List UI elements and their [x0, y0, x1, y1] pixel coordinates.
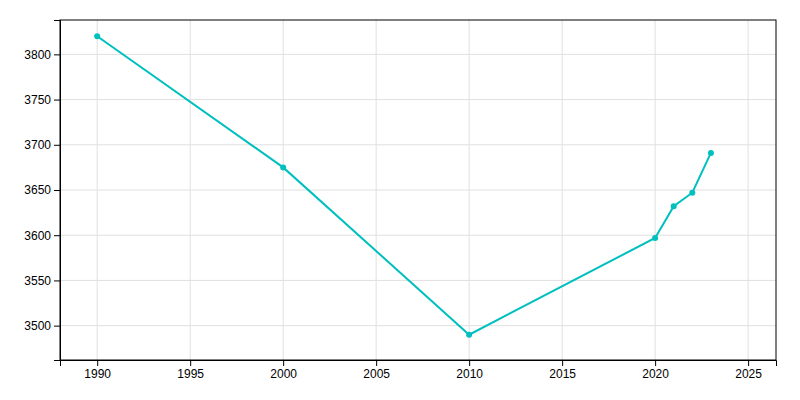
tick-label: 2025	[735, 367, 762, 381]
tick-mark	[54, 235, 60, 236]
grid-line	[60, 325, 776, 326]
tick-mark	[54, 54, 60, 55]
axis-line	[61, 361, 777, 367]
tick-label: 3550	[24, 274, 51, 288]
grid-line	[60, 280, 776, 281]
grid-line	[60, 144, 776, 145]
grid	[60, 20, 776, 360]
tick-mark	[54, 280, 60, 281]
tick-mark	[376, 360, 377, 366]
point	[94, 33, 100, 39]
tick: 3550	[24, 274, 60, 288]
line	[97, 36, 711, 334]
tick-mark	[190, 360, 191, 366]
grid-line	[60, 54, 776, 55]
tick-label: 3700	[24, 138, 51, 152]
tick-label: 2020	[642, 367, 669, 381]
tick: 3750	[24, 93, 60, 107]
tick: 3800	[24, 48, 60, 62]
tick-mark	[469, 360, 470, 366]
plot: 1990 1995 2000 2005 2010 2015 2020 2025 3500 3550…	[24, 20, 776, 381]
tick-mark	[748, 360, 749, 366]
y-axis: 3500 3550 3600 3650 3700 3750 3800	[24, 21, 60, 361]
tick: 1995	[177, 360, 204, 381]
tick-label: 2010	[456, 367, 483, 381]
marks	[94, 33, 714, 337]
tick-label: 1995	[177, 367, 204, 381]
tick-mark	[283, 360, 284, 366]
tick-mark	[54, 190, 60, 191]
tick-label: 3800	[24, 48, 51, 62]
tick: 2010	[456, 360, 483, 381]
tick-label: 3750	[24, 93, 51, 107]
tick-mark	[655, 360, 656, 366]
tick-label: 2000	[270, 367, 297, 381]
tick: 3700	[24, 138, 60, 152]
point	[280, 164, 286, 170]
tick-mark	[97, 360, 98, 366]
tick: 3600	[24, 229, 60, 243]
tick-label: 2015	[549, 367, 576, 381]
tick-mark	[562, 360, 563, 366]
point	[671, 203, 677, 209]
grid-line	[60, 235, 776, 236]
tick: 2020	[642, 360, 669, 381]
chart: 1990 1995 2000 2005 2010 2015 2020 2025 3500 3550…	[0, 0, 800, 400]
tick: 3500	[24, 319, 60, 333]
point	[689, 190, 695, 196]
tick: 2005	[363, 360, 390, 381]
axis-line	[54, 21, 61, 361]
point	[652, 235, 658, 241]
grid-line	[60, 190, 776, 191]
tick: 1990	[84, 360, 111, 381]
tick-label: 3500	[24, 319, 51, 333]
point	[466, 332, 472, 338]
tick-label: 3650	[24, 183, 51, 197]
grid-line	[60, 99, 776, 100]
tick: 2015	[549, 360, 576, 381]
tick: 2000	[270, 360, 297, 381]
plot-frame	[60, 20, 776, 360]
tick-mark	[54, 100, 60, 101]
tick-label: 3600	[24, 229, 51, 243]
tick: 2025	[735, 360, 762, 381]
x-axis: 1990 1995 2000 2005 2010 2015 2020 2025	[61, 360, 777, 381]
point	[708, 150, 714, 156]
tick: 3650	[24, 183, 60, 197]
tick-mark	[54, 145, 60, 146]
tick-label: 2005	[363, 367, 390, 381]
tick-mark	[54, 326, 60, 327]
tick-label: 1990	[84, 367, 111, 381]
